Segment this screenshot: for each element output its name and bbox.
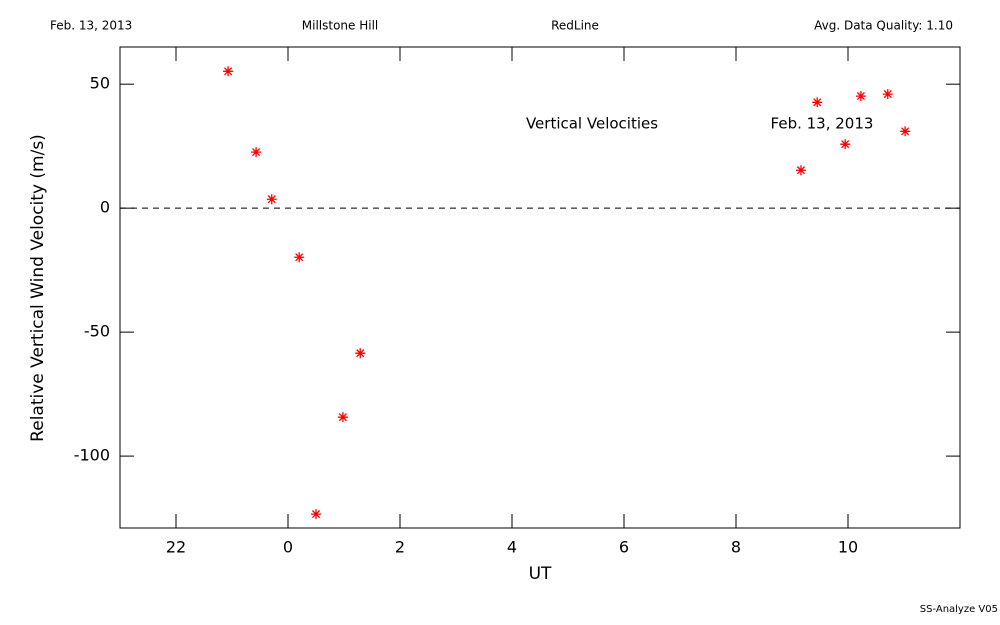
annotation: Feb. 13, 2013 <box>771 115 874 133</box>
marker <box>855 91 866 102</box>
header-site: Millstone Hill <box>302 19 378 33</box>
marker <box>311 509 321 520</box>
marker <box>223 66 234 77</box>
marker <box>266 194 277 205</box>
annotation: Vertical Velocities <box>526 115 658 133</box>
header-quality: Avg. Data Quality: 1.10 <box>814 19 953 33</box>
marker <box>900 126 911 137</box>
marker <box>812 97 823 108</box>
x-tick-label: 2 <box>395 538 405 557</box>
y-tick-label: -50 <box>84 322 110 341</box>
x-tick-label: 8 <box>731 538 741 557</box>
marker <box>795 165 806 176</box>
x-tick-label: 0 <box>283 538 293 557</box>
marker <box>251 147 262 158</box>
marker <box>840 139 851 150</box>
header-date: Feb. 13, 2013 <box>50 19 132 33</box>
x-tick-label: 4 <box>507 538 517 557</box>
header-filter: RedLine <box>551 19 599 33</box>
y-axis-label: Relative Vertical Wind Velocity (m/s) <box>28 134 48 442</box>
footer: SS-Analyze V05 <box>920 604 998 615</box>
y-tick-label: -100 <box>74 446 110 465</box>
x-tick-label: 6 <box>619 538 629 557</box>
marker <box>355 348 366 359</box>
y-tick-label: 50 <box>90 74 110 93</box>
x-axis-label: UT <box>529 564 552 584</box>
y-tick-label: 0 <box>100 198 110 217</box>
x-tick-label: 22 <box>166 538 186 557</box>
marker <box>882 89 893 100</box>
marker <box>337 412 348 423</box>
x-tick-label: 10 <box>838 538 858 557</box>
marker <box>294 252 305 263</box>
plot-frame <box>119 46 961 529</box>
